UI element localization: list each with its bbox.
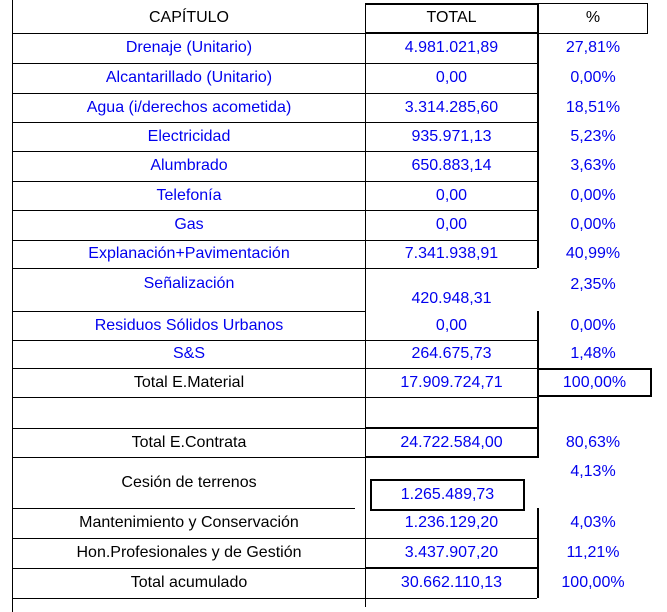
grid-row-line-13 bbox=[12, 428, 365, 429]
grid-row-line-16 bbox=[12, 538, 537, 539]
grid-total-right-border-middle bbox=[537, 311, 539, 457]
grid-row-line-2 bbox=[12, 93, 537, 94]
grid-row-line-8 bbox=[12, 268, 537, 269]
grid-row-line-7 bbox=[12, 240, 537, 241]
alcantarillado-label: Alcantarillado (Unitario) bbox=[105, 69, 273, 86]
total-acumulado-label: Total acumulado bbox=[130, 574, 248, 591]
total-acumulado-total: 30.662.110,13 bbox=[400, 574, 503, 591]
header-percent: % bbox=[585, 9, 601, 26]
total-econtrata-label: Total E.Contrata bbox=[131, 433, 247, 451]
total-ematerial-label: Total E.Material bbox=[133, 373, 245, 391]
explanacion-total: 7.341.938,91 bbox=[404, 245, 499, 262]
grid-row-line-17 bbox=[12, 568, 365, 569]
grid-row-line-11 bbox=[12, 368, 537, 369]
honorarios-label: Hon.Profesionales y de Gestión bbox=[76, 544, 302, 561]
grid-pct-header-top bbox=[539, 3, 648, 4]
grid-table-bottom bbox=[12, 598, 537, 599]
explanacion-pct: 40,99% bbox=[565, 245, 621, 262]
grid-total-header-top bbox=[365, 3, 539, 5]
gas-pct: 0,00% bbox=[570, 216, 616, 233]
grid-honorarios-box-bottom bbox=[365, 567, 539, 569]
agua-label: Agua (i/derechos acometida) bbox=[86, 98, 292, 116]
grid-row-line-12 bbox=[12, 397, 537, 398]
grid-total-left-border bbox=[365, 3, 366, 598]
cesion-total-box: 1.265.489,73 bbox=[370, 479, 525, 511]
grid-total-right-border-lower bbox=[537, 508, 539, 598]
alumbrado-pct: 3,63% bbox=[570, 157, 616, 174]
drenaje-pct: 27,81% bbox=[565, 39, 621, 56]
honorarios-total: 3.437.907,20 bbox=[404, 544, 499, 561]
electricidad-label: Electricidad bbox=[147, 127, 231, 145]
alumbrado-label: Alumbrado bbox=[150, 157, 228, 174]
residuos-total: 0,00 bbox=[435, 316, 468, 334]
sys-total: 264.675,73 bbox=[411, 345, 492, 362]
mantenimiento-total: 1.236.129,20 bbox=[404, 514, 499, 531]
grid-total-left-stub bbox=[365, 598, 366, 607]
grid-row-line-3 bbox=[12, 122, 537, 123]
senalizacion-label: Señalización bbox=[143, 275, 235, 292]
senalizacion-pct: 2,35% bbox=[570, 276, 616, 293]
grid-row-line-10 bbox=[12, 340, 537, 341]
cesion-label: Cesión de terrenos bbox=[121, 473, 257, 491]
grid-row-line-5 bbox=[12, 181, 537, 182]
honorarios-pct: 11,21% bbox=[566, 544, 620, 561]
telefonia-total: 0,00 bbox=[435, 186, 468, 204]
residuos-label: Residuos Sólidos Urbanos bbox=[94, 316, 284, 334]
header-capitulo: CAPÍTULO bbox=[148, 9, 229, 26]
grid-row-line-6 bbox=[12, 210, 537, 211]
electricidad-pct: 5,23% bbox=[570, 127, 616, 145]
total-ematerial-pct-box: 100,00% bbox=[537, 368, 652, 397]
residuos-pct: 0,00% bbox=[570, 316, 616, 334]
alcantarillado-pct: 0,00% bbox=[570, 69, 616, 86]
grid-header-bottom bbox=[12, 33, 648, 34]
grid-row-line-1 bbox=[12, 63, 537, 64]
total-econtrata-pct: 80,63% bbox=[565, 433, 621, 451]
drenaje-total: 4.981.021,89 bbox=[404, 39, 499, 56]
grid-row-line-4 bbox=[12, 151, 537, 152]
grid-econtrata-box-top bbox=[365, 427, 539, 429]
sys-label: S&S bbox=[172, 345, 205, 362]
total-econtrata-total: 24.722.584,00 bbox=[400, 433, 503, 451]
grid-total-right-border-upper bbox=[537, 3, 539, 268]
grid-row-line-14 bbox=[12, 457, 365, 458]
grid-econtrata-box-bottom bbox=[365, 456, 539, 458]
total-acumulado-pct: 100,00% bbox=[561, 574, 625, 591]
telefonia-pct: 0,00% bbox=[570, 186, 616, 204]
gas-total: 0,00 bbox=[435, 216, 468, 233]
mantenimiento-pct: 4,03% bbox=[570, 514, 616, 531]
gas-label: Gas bbox=[174, 216, 204, 233]
electricidad-total: 935.971,13 bbox=[411, 127, 492, 145]
agua-pct: 18,51% bbox=[565, 98, 621, 116]
senalizacion-total: 420.948,31 bbox=[411, 290, 492, 307]
mantenimiento-label: Mantenimiento y Conservación bbox=[79, 514, 299, 531]
telefonia-label: Telefonía bbox=[156, 186, 222, 204]
total-ematerial-total: 17.909.724,71 bbox=[400, 373, 503, 391]
grid-row-line-15 bbox=[12, 508, 355, 509]
total-ematerial-pct: 100,00% bbox=[562, 373, 627, 391]
header-total: TOTAL bbox=[426, 9, 477, 26]
cesion-total: 1.265.489,73 bbox=[400, 486, 495, 503]
grid-left-border bbox=[12, 0, 13, 612]
alumbrado-total: 650.883,14 bbox=[411, 157, 492, 174]
grid-row-line-9 bbox=[12, 311, 365, 312]
grid-pct-header-right-border bbox=[647, 3, 648, 34]
cesion-pct: 4,13% bbox=[570, 463, 616, 480]
sys-pct: 1,48% bbox=[570, 345, 616, 362]
agua-total: 3.314.285,60 bbox=[404, 98, 499, 116]
explanacion-label: Explanación+Pavimentación bbox=[88, 245, 290, 262]
grid-total-header-bottom bbox=[365, 32, 539, 34]
drenaje-label: Drenaje (Unitario) bbox=[125, 39, 253, 56]
alcantarillado-total: 0,00 bbox=[435, 69, 468, 86]
